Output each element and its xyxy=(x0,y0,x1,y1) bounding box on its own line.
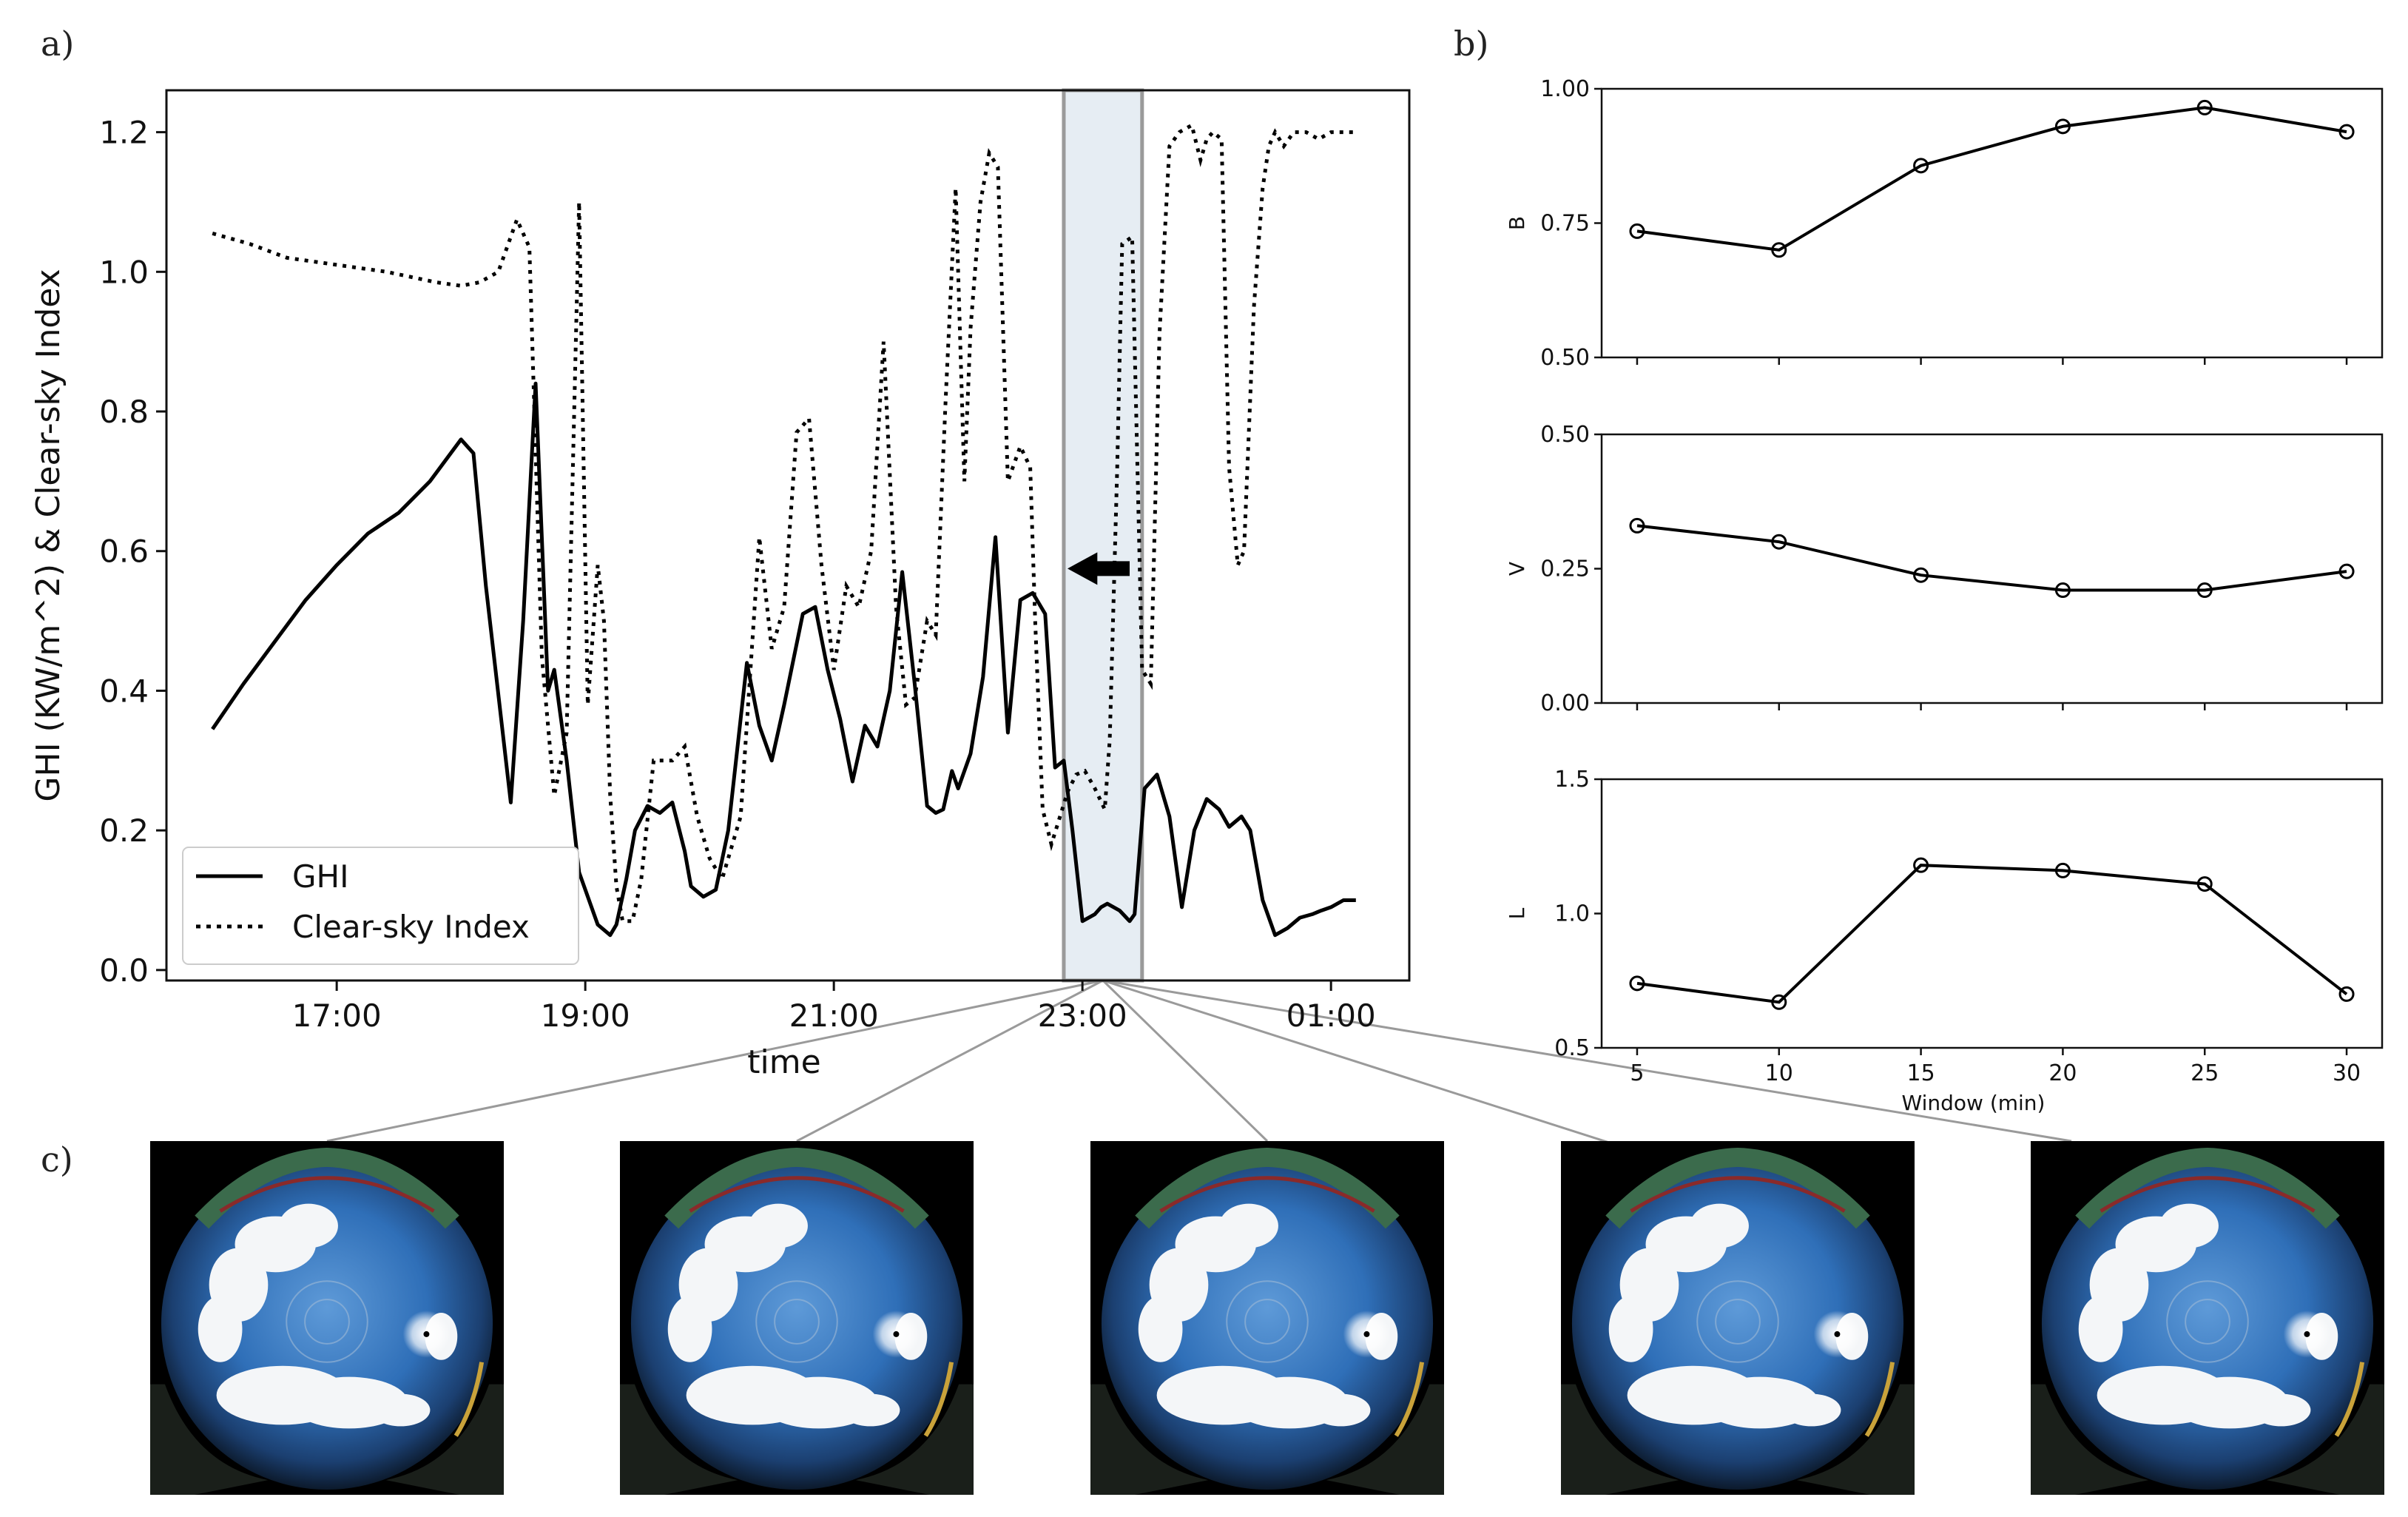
y-tick-label: 1.00 xyxy=(1540,76,1590,102)
data-point-marker xyxy=(2196,582,2213,599)
sky-image-3 xyxy=(1090,1141,1444,1495)
connector-line-1 xyxy=(326,979,1104,1143)
subplot-y-label: L xyxy=(1505,907,1529,919)
sky-image-2 xyxy=(620,1141,974,1495)
highlight-connector-lines xyxy=(326,979,2072,1150)
x-axis-label: time xyxy=(747,1043,820,1081)
subplot-frame xyxy=(1600,433,2384,704)
y-tick-label: 1.0 xyxy=(1554,901,1590,927)
subplot-series-line xyxy=(1636,106,2347,252)
x-tick-label: 20 xyxy=(2048,1060,2077,1086)
x-tick-label: 01:00 xyxy=(1286,998,1376,1034)
data-point-marker xyxy=(1771,534,1787,550)
connector-line-5 xyxy=(1102,979,2072,1143)
sky-image-4 xyxy=(1561,1141,1915,1495)
legend: GHI Clear-sky Index xyxy=(182,847,579,965)
x-tick-label: 25 xyxy=(2191,1060,2219,1086)
subplot-frame xyxy=(1600,87,2384,359)
x-tick-label: 17:00 xyxy=(292,998,382,1034)
panel-b-charts: 0.50 0.75 1.00 B 0.00 0.25 0.50 V 0.5 1.0 1.5 L 5 1… xyxy=(1505,76,2384,1115)
data-point-marker xyxy=(2054,118,2071,135)
subplot-y-label: B xyxy=(1505,216,1529,230)
ghi-series-line xyxy=(211,381,1356,938)
sky-image-5 xyxy=(2031,1141,2384,1495)
y-tick-label: 0.5 xyxy=(1554,1035,1590,1061)
y-tick-label: 0.0 xyxy=(99,952,149,989)
subplot-series-line xyxy=(1636,524,2347,592)
panel-label-a: a) xyxy=(41,24,74,64)
data-point-marker xyxy=(1629,517,1645,534)
sky-image-1 xyxy=(150,1141,504,1495)
panel-label-b: b) xyxy=(1454,24,1488,64)
window-axis-label: Window (min) xyxy=(1902,1091,2046,1115)
y-tick-label: 0.8 xyxy=(99,394,149,430)
y-tick-label: 0.50 xyxy=(1540,422,1590,448)
y-tick-label: 1.2 xyxy=(99,115,149,151)
x-tick-label: 5 xyxy=(1630,1060,1644,1086)
x-tick-label: 30 xyxy=(2333,1060,2361,1086)
subplot-frame xyxy=(1600,778,2384,1049)
clear-sky-index-series-line xyxy=(212,122,1356,924)
y-tick-label: 0.00 xyxy=(1540,690,1590,716)
x-tick-label: 19:00 xyxy=(541,998,630,1034)
y-tick-label: 1.0 xyxy=(99,254,149,290)
b-subplot: 0.50 0.75 1.00 B xyxy=(1505,76,2384,371)
data-point-marker xyxy=(2338,986,2355,1002)
y-tick-label: 0.4 xyxy=(99,673,149,709)
data-point-marker xyxy=(1913,567,1929,583)
subplot-series-line xyxy=(1636,864,2348,1004)
data-point-marker xyxy=(1913,857,1929,873)
x-tick-label: 23:00 xyxy=(1038,998,1127,1034)
panel-a-chart: 0.0 0.2 0.4 0.6 0.8 1.0 1.2 17:00 19:00 21:00 23:… xyxy=(30,88,2072,1150)
panel-label-c: c) xyxy=(41,1140,73,1180)
data-point-marker xyxy=(1771,242,1787,258)
data-point-marker xyxy=(2054,582,2071,599)
y-tick-label: 0.2 xyxy=(99,813,149,849)
connector-line-3 xyxy=(1102,979,1269,1143)
data-point-marker xyxy=(2196,876,2213,892)
subplot-y-label: V xyxy=(1505,562,1529,576)
panel-c-sky-images xyxy=(150,1141,2384,1495)
arrow-left-icon xyxy=(1068,552,1130,585)
x-tick-label: 10 xyxy=(1765,1060,1793,1086)
connector-line-4 xyxy=(1102,979,1628,1150)
x-tick-label: 15 xyxy=(1906,1060,1935,1086)
y-tick-label: 0.75 xyxy=(1540,211,1590,237)
y-tick-label: 0.6 xyxy=(99,534,149,570)
y-tick-label: 1.5 xyxy=(1554,767,1590,793)
data-point-marker xyxy=(2196,99,2213,115)
data-point-marker xyxy=(1913,158,1929,174)
v-subplot: 0.00 0.25 0.50 V xyxy=(1505,422,2384,716)
connector-line-2 xyxy=(796,979,1104,1143)
data-point-marker xyxy=(1771,994,1787,1010)
data-point-marker xyxy=(2338,563,2355,579)
data-point-marker xyxy=(2338,124,2355,140)
x-tick-label: 21:00 xyxy=(789,998,879,1034)
legend-label-clear-sky-index: Clear-sky Index xyxy=(292,909,530,945)
y-axis-label: GHI (KW/m^2) & Clear-sky Index xyxy=(30,269,67,801)
legend-box xyxy=(182,847,579,965)
arrow-shape xyxy=(1068,552,1130,585)
y-axis-ticks: 0.0 0.2 0.4 0.6 0.8 1.0 1.2 xyxy=(99,115,166,989)
legend-label-ghi: GHI xyxy=(292,858,349,895)
y-tick-label: 0.50 xyxy=(1540,345,1590,371)
data-point-marker xyxy=(1629,223,1645,239)
y-tick-label: 0.25 xyxy=(1540,556,1590,582)
data-point-marker xyxy=(2054,862,2071,878)
x-axis-ticks: 17:00 19:00 21:00 23:00 01:00 xyxy=(292,980,1376,1034)
data-point-marker xyxy=(1629,975,1645,992)
l-subplot: 0.5 1.0 1.5 L 5 10 15 20 25 30 xyxy=(1505,767,2384,1086)
plot-area-frame xyxy=(165,89,1411,982)
